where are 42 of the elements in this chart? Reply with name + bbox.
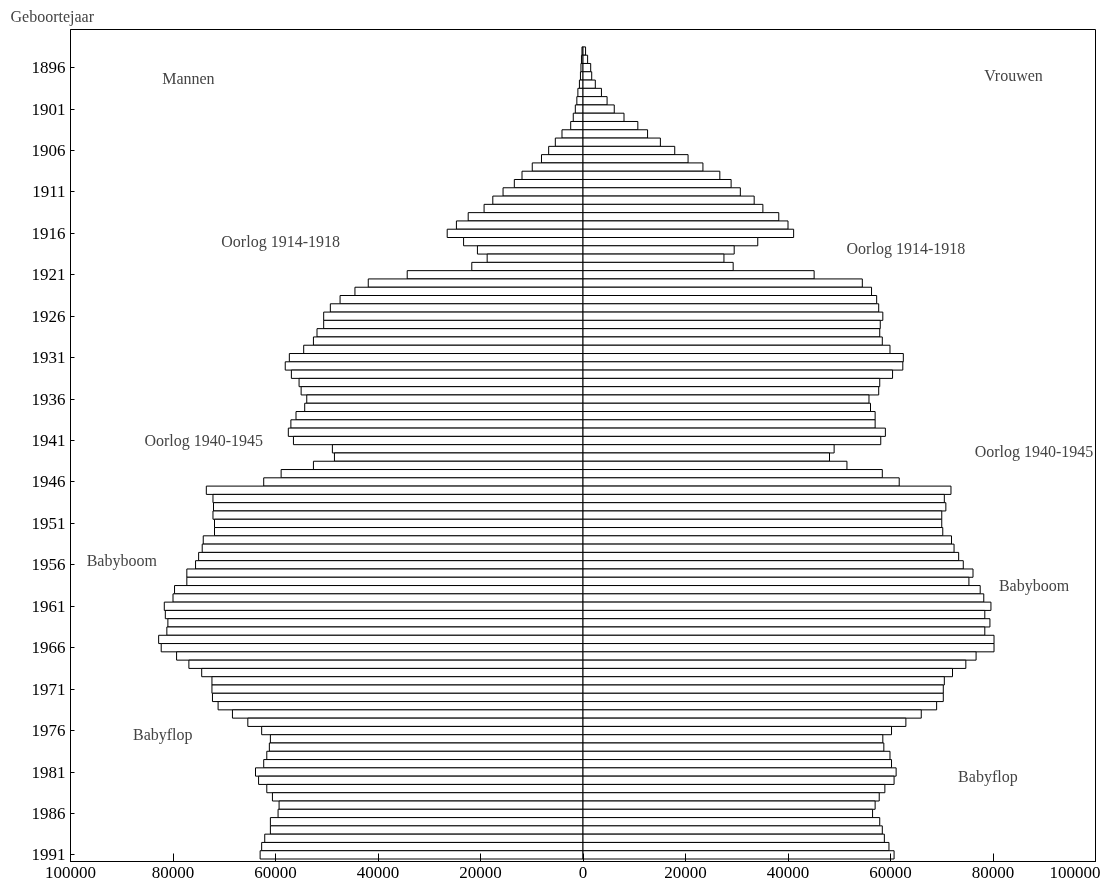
x-tick-label: 20000 [459,862,502,882]
y-tick-label: 1941 [31,431,66,451]
annotation: Babyflop [132,726,193,745]
y-tick-label: 1921 [31,265,66,285]
y-tick-label: 1926 [31,306,66,326]
y-tick-label: 1966 [31,638,66,658]
annotation: Oorlog 1940-1945 [974,442,1094,461]
y-tick-label: 1961 [31,596,66,616]
y-tick-label: 1981 [31,762,66,782]
y-tick-label: 1896 [31,58,66,78]
y-tick-label: 1916 [31,223,66,243]
x-tick-label: 0 [578,862,588,882]
x-tick-label: 60000 [254,862,297,882]
annotation: Oorlog 1940-1945 [144,432,264,451]
y-tick-label: 1906 [31,140,66,160]
x-tick-label: 40000 [766,862,810,882]
y-tick-label: 1971 [31,679,66,699]
x-tick-label: 40000 [356,862,400,882]
y-tick-label: 1991 [31,845,66,865]
annotation: Mannen [162,69,215,87]
y-tick-label: 1911 [32,182,66,202]
x-tick-label: 80000 [151,862,195,882]
y-tick-label: 1946 [31,472,66,492]
x-tick-label: 100000 [45,862,96,882]
y-tick-label: 1956 [31,555,66,575]
y-axis-title: Geboortejaar [10,7,95,26]
y-tick-label: 1931 [31,348,66,368]
annotation: Babyflop [958,767,1018,786]
annotation: Oorlog 1914-1918 [221,233,340,252]
x-tick-label: 60000 [869,862,912,882]
annotation: Babyboom [86,552,158,571]
x-tick-label: 100000 [1049,862,1101,882]
annotation: Oorlog 1914-1918 [846,239,966,258]
x-tick-label: 80000 [971,862,1015,882]
y-tick-label: 1936 [31,389,66,409]
annotation: Vrouwen [984,67,1043,85]
x-tick-label: 20000 [664,862,707,882]
annotation: Babyboom [998,577,1070,596]
y-tick-label: 1986 [31,803,66,823]
y-tick-label: 1951 [31,513,66,533]
y-tick-label: 1901 [31,99,66,119]
y-tick-label: 1976 [31,721,66,741]
